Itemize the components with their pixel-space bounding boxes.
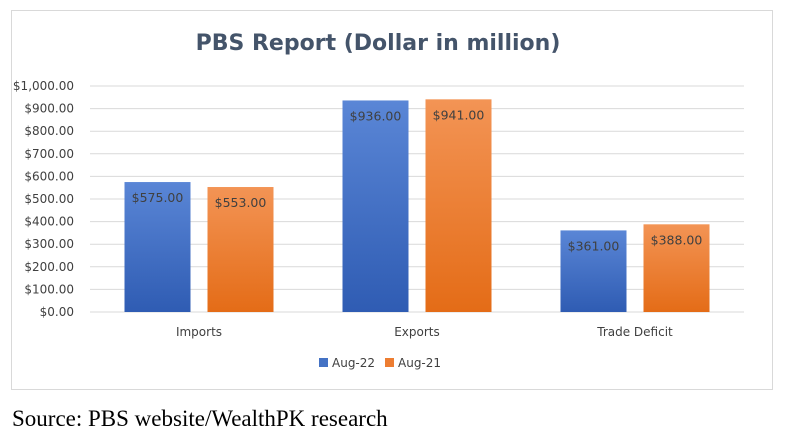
bar-aug-22-exports	[342, 100, 409, 313]
data-labels: $575.00 $553.00 $936.00 $941.00 $361.00 $388.…	[132, 107, 703, 253]
data-label: $941.00	[433, 107, 485, 122]
legend-swatch	[385, 358, 394, 367]
gridlines	[90, 85, 744, 313]
category-label: Imports	[176, 325, 222, 339]
chart-container: PBS Report (Dollar in million) $0.00 $100…	[11, 10, 773, 390]
category-label: Exports	[394, 325, 440, 339]
data-label: $553.00	[215, 195, 267, 210]
y-tick-label: $700.00	[24, 147, 74, 161]
y-tick-label: $300.00	[24, 237, 74, 251]
legend-label: Aug-22	[332, 356, 375, 370]
bars	[124, 99, 710, 313]
y-tick-label: $100.00	[24, 282, 74, 296]
bar-aug-22-trade-deficit	[560, 230, 627, 312]
legend-label: Aug-21	[398, 356, 441, 370]
y-tick-label: $500.00	[24, 192, 74, 206]
y-tick-label: $0.00	[40, 305, 74, 319]
bar-aug-21-imports	[207, 187, 274, 312]
chart-title: PBS Report (Dollar in million)	[196, 31, 561, 56]
legend: Aug-22 Aug-21	[319, 356, 441, 370]
y-tick-label: $1,000.00	[13, 79, 74, 93]
bar-aug-22-imports	[124, 182, 191, 312]
y-tick-label: $900.00	[24, 102, 74, 116]
y-axis-ticks: $0.00 $100.00 $200.00 $300.00 $400.00 $500.00…	[13, 79, 74, 319]
bar-aug-21-trade-deficit	[643, 224, 710, 312]
bar-chart: PBS Report (Dollar in million) $0.00 $100…	[13, 31, 744, 370]
data-label: $575.00	[132, 190, 184, 205]
y-tick-label: $200.00	[24, 260, 74, 274]
y-tick-label: $400.00	[24, 215, 74, 229]
y-tick-label: $800.00	[24, 124, 74, 138]
y-tick-label: $600.00	[24, 169, 74, 183]
category-label: Trade Deficit	[596, 325, 673, 339]
legend-swatch	[319, 358, 328, 367]
data-label: $361.00	[568, 238, 620, 253]
data-label: $388.00	[651, 232, 703, 247]
source-caption: Source: PBS website/WealthPK research	[12, 406, 388, 431]
bar-aug-21-exports	[425, 99, 492, 312]
x-axis-categories: Imports Exports Trade Deficit	[176, 325, 673, 339]
data-label: $936.00	[350, 108, 402, 123]
